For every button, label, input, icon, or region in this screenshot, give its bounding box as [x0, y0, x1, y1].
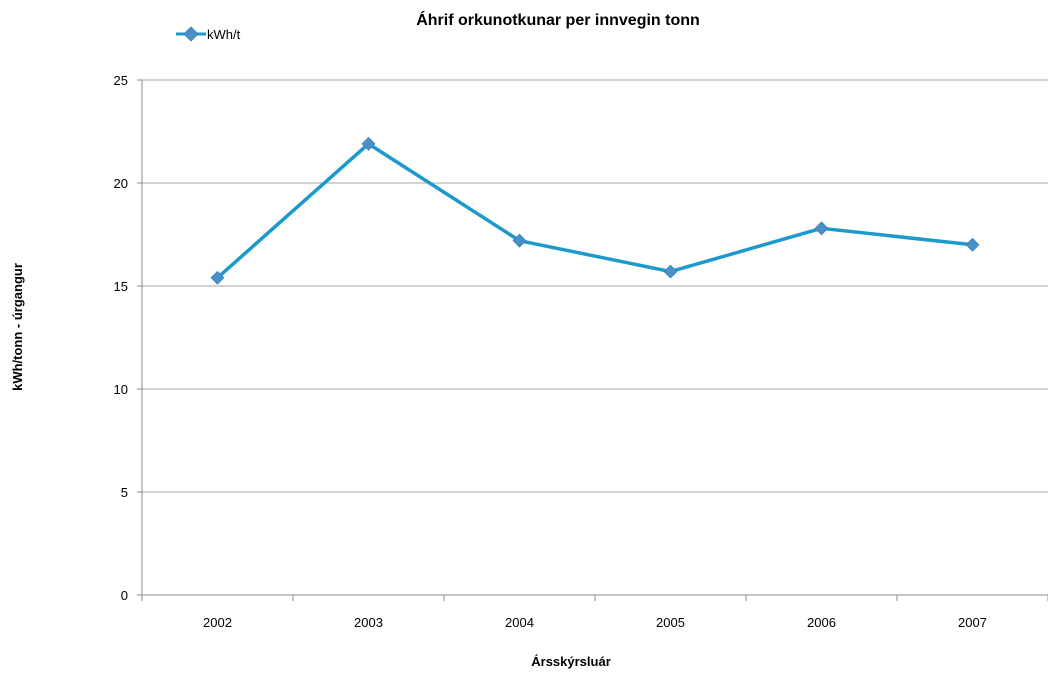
y-tick-label: 5 [121, 485, 128, 500]
x-tick-label-2005: 2005 [656, 615, 685, 630]
series-line-kwh-t [216, 142, 973, 280]
chart-title: Áhrif orkunotkunar per innvegin tonn [416, 10, 700, 29]
data-point-2004 [512, 233, 527, 248]
y-axis-label: kWh/tonn - úrgangur [10, 263, 25, 391]
data-point-2006 [814, 221, 829, 236]
gridlines [142, 79, 1048, 493]
x-axis-label: Ársskýrsluár [531, 654, 611, 669]
y-tick-label: 20 [114, 176, 128, 191]
data-point-2007 [965, 237, 980, 252]
data-point-2002 [210, 270, 225, 285]
series-kwh-t [210, 136, 980, 285]
legend-marker-kwh-t [183, 26, 199, 42]
y-tick-label: 15 [114, 279, 128, 294]
tick-labels: 0 5 10 15 20 25 2002 2003 2004 2005 2006 2007 [114, 73, 987, 630]
x-tick-label-2007: 2007 [958, 615, 987, 630]
x-tick-label-2006: 2006 [807, 615, 836, 630]
axes [137, 79, 1048, 601]
y-tick-label: 25 [114, 73, 128, 88]
data-point-2003 [361, 136, 376, 151]
data-point-2005 [663, 264, 678, 279]
y-tick-label: 0 [121, 588, 128, 603]
x-tick-label-2004: 2004 [505, 615, 534, 630]
x-tick-label-2003: 2003 [354, 615, 383, 630]
x-tick-label-2002: 2002 [203, 615, 232, 630]
legend: kWh/t [176, 26, 241, 42]
legend-label-kwh-t: kWh/t [207, 27, 241, 42]
y-tick-label: 10 [114, 382, 128, 397]
